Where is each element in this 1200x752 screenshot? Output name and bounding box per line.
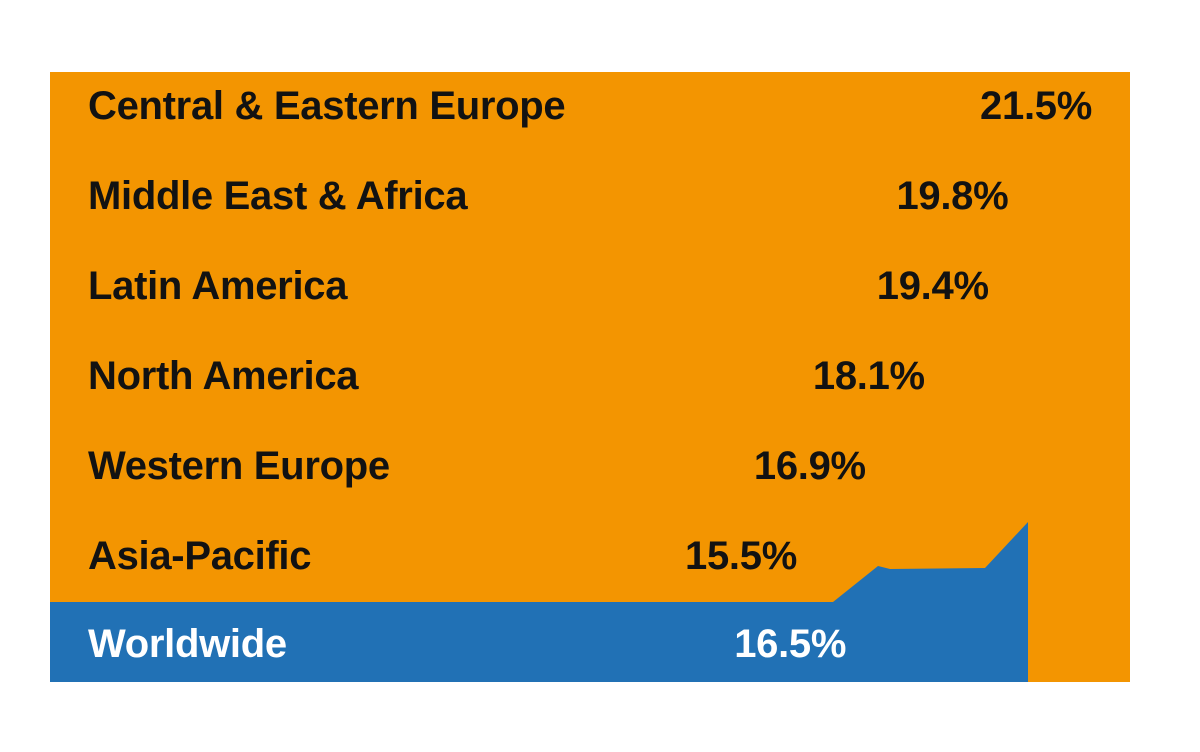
worldwide-trend-area xyxy=(50,522,1028,682)
region-label: Western Europe xyxy=(88,444,390,488)
region-label: Asia-Pacific xyxy=(88,534,312,578)
region-value: 16.9% xyxy=(753,444,866,488)
region-value: 18.1% xyxy=(812,354,925,398)
chart-row: Middle East & Africa 19.8% xyxy=(0,171,1200,221)
chart-row: Western Europe 16.9% xyxy=(0,441,1200,491)
region-label: Middle East & Africa xyxy=(88,174,468,218)
chart-row: Worldwide 16.5% xyxy=(0,619,1200,669)
region-value: 15.5% xyxy=(685,534,797,578)
region-value: 21.5% xyxy=(980,84,1092,128)
region-value: 19.8% xyxy=(896,174,1009,218)
chart-row: Latin America 19.4% xyxy=(0,261,1200,311)
region-label: Latin America xyxy=(88,264,348,308)
region-label: Worldwide xyxy=(88,622,287,666)
region-label: Central & Eastern Europe xyxy=(88,84,566,128)
region-value: 19.4% xyxy=(876,264,989,308)
worldwide-area-shape xyxy=(50,522,1028,682)
chart-row: North America 18.1% xyxy=(0,351,1200,401)
chart-row: Asia-Pacific 15.5% xyxy=(0,531,1200,581)
chart-row: Central & Eastern Europe 21.5% xyxy=(0,81,1200,131)
region-value: 16.5% xyxy=(734,622,847,666)
region-label: North America xyxy=(88,354,359,398)
